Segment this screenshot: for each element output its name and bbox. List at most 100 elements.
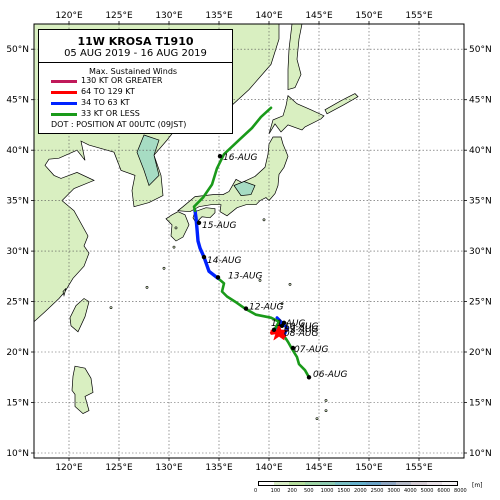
date-label: 15-AUG — [202, 221, 236, 231]
small-island — [262, 218, 266, 222]
lat-label-left: 40°N — [6, 146, 29, 156]
lon-label-top: 140°E — [255, 11, 283, 21]
legend: 11W KROSA T1910 05 AUG 2019 - 16 AUG 201… — [38, 29, 233, 134]
date-label: 09-AUG — [284, 325, 318, 335]
lon-label-top: 150°E — [355, 11, 383, 21]
legend-divider — [39, 62, 232, 63]
position-dot — [243, 306, 249, 311]
date-label: 07-AUG — [294, 345, 328, 355]
elevation-tick-label: 500 — [304, 488, 314, 494]
elevation-tick-label: 2000 — [354, 488, 367, 494]
lat-label-right: 20°N — [469, 348, 492, 358]
small-island — [324, 399, 328, 402]
lat-label-left: 20°N — [6, 348, 29, 358]
legend-swatch — [51, 113, 77, 116]
elevation-tick-label: 4000 — [404, 488, 417, 494]
legend-entry-label: 64 TO 129 KT — [81, 87, 135, 96]
luzon-island — [71, 365, 94, 415]
sakhalin-island — [287, 23, 303, 91]
lon-label-top: 120°E — [55, 11, 83, 21]
small-island — [324, 409, 328, 413]
legend-entry-label: 34 TO 63 KT — [81, 98, 130, 107]
lon-label-bottom: 135°E — [205, 463, 233, 473]
small-island — [174, 226, 178, 230]
position-dot — [306, 375, 312, 380]
elevation-colorbar — [258, 481, 458, 486]
lat-label-right: 25°N — [469, 298, 492, 308]
lon-label-bottom: 155°E — [405, 463, 433, 473]
lon-label-bottom: 150°E — [355, 463, 383, 473]
lon-label-bottom: 140°E — [255, 463, 283, 473]
elevation-tick-label: 0 — [254, 488, 258, 494]
lat-label-left: 10°N — [6, 449, 29, 459]
lat-label-left: 35°N — [6, 197, 29, 207]
map-frame — [33, 23, 465, 459]
date-label: 08-AUG — [284, 329, 318, 339]
legend-entry-label: 130 KT OR GREATER — [81, 76, 163, 85]
kuril-islands — [324, 93, 359, 115]
lon-label-top: 155°E — [405, 11, 433, 21]
graticule — [34, 24, 464, 458]
legend-period: 05 AUG 2019 - 16 AUG 2019 — [64, 48, 207, 59]
date-label: 16-AUG — [223, 153, 257, 163]
elevation-tick-label: 100 — [270, 488, 281, 494]
elevation-tick-label: 200 — [287, 488, 297, 494]
lat-label-right: 35°N — [469, 197, 492, 207]
small-island — [172, 245, 176, 249]
elevation-color-cell — [426, 482, 442, 485]
lon-label-bottom: 120°E — [55, 463, 83, 473]
track-segment-storm — [273, 316, 289, 338]
position-dot — [271, 327, 277, 332]
lat-label-left: 50°N — [6, 45, 29, 55]
lat-label-left: 25°N — [6, 298, 29, 308]
position-dot — [215, 275, 221, 280]
elevation-color-cell — [304, 482, 320, 485]
small-island — [258, 278, 262, 282]
hokkaido-island — [268, 95, 325, 135]
elevation-tick-label: 5000 — [420, 488, 434, 494]
elevation-color-cell — [380, 482, 397, 485]
lon-label-bottom: 125°E — [105, 463, 133, 473]
position-dot — [196, 220, 202, 225]
elevation-color-cell — [289, 482, 305, 485]
lat-label-right: 40°N — [469, 146, 492, 156]
korea-highlands — [136, 134, 160, 187]
track-segment-weak — [192, 106, 273, 212]
lon-label-bottom: 145°E — [305, 463, 333, 473]
date-label: 11-AUG — [271, 319, 305, 329]
japan-alps — [233, 181, 256, 196]
elevation-color-cell — [411, 482, 427, 485]
track-segment-storm — [193, 208, 220, 280]
lon-label-top: 145°E — [305, 11, 333, 21]
lon-label-bottom: 130°E — [155, 463, 183, 473]
elevation-color-cell — [365, 482, 381, 485]
lat-label-right: 10°N — [469, 449, 492, 459]
position-dot — [290, 345, 296, 351]
lat-label-left: 30°N — [6, 247, 29, 257]
position-dot — [279, 323, 285, 328]
legend-entry-label: 33 KT OR LESS — [81, 109, 140, 118]
elevation-tick-label: 8000 — [454, 488, 467, 494]
elevation-tick-label: 1500 — [337, 488, 351, 494]
legend-swatch — [51, 102, 77, 105]
lat-label-left: 45°N — [6, 96, 29, 106]
lon-label-top: 130°E — [155, 11, 183, 21]
elevation-color-cell — [259, 482, 275, 485]
elevation-color-cell — [350, 482, 366, 485]
axis-ticks: 120°E 120°E 125°E 125°E 130°E 130°E 135°E 135°E… — [6, 11, 491, 473]
small-island — [162, 266, 166, 270]
small-island — [145, 285, 149, 289]
lon-label-top: 135°E — [205, 11, 233, 21]
track-segment-weak — [216, 276, 281, 331]
lon-label-top: 125°E — [105, 11, 133, 21]
legend-swatch — [51, 91, 77, 94]
elevation-tick-label: 3000 — [387, 488, 401, 494]
date-label: 14-AUG — [207, 256, 241, 266]
legend-subtitle: Max. Sustained Winds — [89, 67, 178, 76]
date-label: 13-AUG — [228, 271, 262, 281]
lat-label-left: 15°N — [6, 399, 29, 409]
small-island — [315, 417, 319, 421]
lat-label-right: 15°N — [469, 399, 492, 409]
